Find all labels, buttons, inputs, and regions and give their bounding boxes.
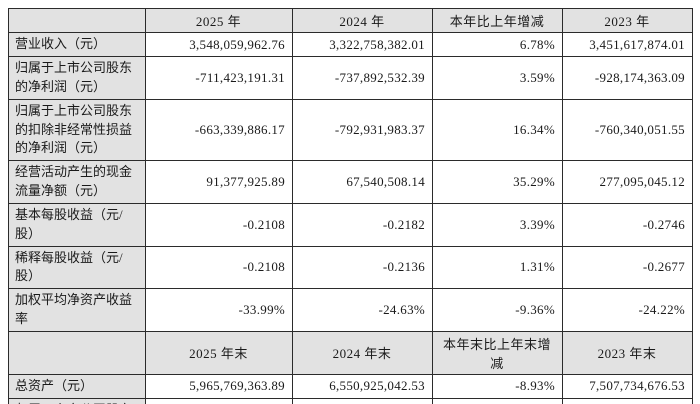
cell-2023: 277,095,045.12 (562, 160, 693, 204)
cell-2024: -0.2182 (292, 202, 433, 247)
cell-2024: -792,931,983.37 (292, 98, 433, 162)
cell-2023: 3,384,706,347.00 (562, 397, 693, 404)
cell-2025: 91,377,925.89 (145, 160, 293, 204)
cell-change: 6.78% (432, 32, 563, 57)
column-header-change: 本年比上年增减 (432, 8, 563, 33)
cell-change: 16.34% (432, 98, 563, 162)
cell-2023: -760,340,051.55 (562, 98, 693, 162)
table-row-basic-eps: 基本每股收益（元/股） -0.2108 -0.2182 3.39% -0.274… (8, 202, 693, 247)
table-row-net-assets: 归属于上市公司股东的净资产（元） 1,713,936,851.25 2,471,… (8, 397, 693, 404)
cell-2025: -663,339,886.17 (145, 98, 293, 162)
cell-2024: -737,892,532.39 (292, 56, 433, 100)
row-label: 归属于上市公司股东的扣除非经常性损益的净利润（元） (8, 98, 146, 162)
table-row-weighted-avg-roe: 加权平均净资产收益率 -33.99% -24.63% -9.36% -24.22… (8, 288, 693, 332)
row-label: 稀释每股收益（元/股） (8, 245, 146, 290)
cell-2023: -24.22% (562, 288, 693, 332)
column-header-2024-end: 2024 年末 (292, 330, 433, 375)
row-label: 加权平均净资产收益率 (8, 288, 146, 332)
table-row-net-profit-excl-nonrecurring: 归属于上市公司股东的扣除非经常性损益的净利润（元） -663,339,886.1… (8, 98, 693, 162)
column-header-change-end: 本年末比上年末增减 (432, 330, 563, 375)
cell-2025: -33.99% (145, 288, 293, 332)
cell-change: -30.66% (432, 397, 563, 404)
row-label: 归属于上市公司股东的净利润（元） (8, 56, 146, 100)
cell-change: 3.39% (432, 202, 563, 247)
row-label: 营业收入（元） (8, 32, 146, 57)
section2-header-row: 2025 年末 2024 年末 本年末比上年末增减 2023 年末 (8, 330, 693, 375)
cell-2025: 3,548,059,962.76 (145, 32, 293, 57)
table-row-diluted-eps: 稀释每股收益（元/股） -0.2108 -0.2136 1.31% -0.267… (8, 245, 693, 290)
cell-2023: 7,507,734,676.53 (562, 373, 693, 399)
row-label: 归属于上市公司股东的净资产（元） (8, 397, 146, 404)
cell-2024: 67,540,508.14 (292, 160, 433, 204)
corner-cell (8, 8, 146, 33)
column-header-2023-end: 2023 年末 (562, 330, 693, 375)
table-row-total-assets: 总资产（元） 5,965,769,363.89 6,550,925,042.53… (8, 373, 693, 399)
cell-2025: -711,423,191.31 (145, 56, 293, 100)
cell-change: -9.36% (432, 288, 563, 332)
cell-2024: 6,550,925,042.53 (292, 373, 433, 399)
column-header-2024: 2024 年 (292, 8, 433, 33)
cell-change: -8.93% (432, 373, 563, 399)
cell-2024: 3,322,758,382.01 (292, 32, 433, 57)
cell-2024: 2,471,664,969.17 (292, 397, 433, 404)
row-label: 基本每股收益（元/股） (8, 202, 146, 247)
table-row-operating-cash-flow: 经营活动产生的现金流量净额（元） 91,377,925.89 67,540,50… (8, 160, 693, 204)
cell-2024: -0.2136 (292, 245, 433, 290)
cell-2023: -928,174,363.09 (562, 56, 693, 100)
financial-summary-table: 2025 年 2024 年 本年比上年增减 2023 年 营业收入（元） 3,5… (8, 8, 693, 404)
cell-change: 1.31% (432, 245, 563, 290)
cell-2025: -0.2108 (145, 245, 293, 290)
cell-2024: -24.63% (292, 288, 433, 332)
cell-change: 35.29% (432, 160, 563, 204)
column-header-2025-end: 2025 年末 (145, 330, 293, 375)
column-header-2023: 2023 年 (562, 8, 693, 33)
cell-2025: -0.2108 (145, 202, 293, 247)
cell-2025: 1,713,936,851.25 (145, 397, 293, 404)
cell-2023: 3,451,617,874.01 (562, 32, 693, 57)
table-row-revenue: 营业收入（元） 3,548,059,962.76 3,322,758,382.0… (8, 32, 693, 57)
cell-2025: 5,965,769,363.89 (145, 373, 293, 399)
column-header-2025: 2025 年 (145, 8, 293, 33)
row-label: 经营活动产生的现金流量净额（元） (8, 160, 146, 204)
corner-cell (8, 330, 146, 375)
row-label: 总资产（元） (8, 373, 146, 399)
cell-2023: -0.2746 (562, 202, 693, 247)
table-row-net-profit: 归属于上市公司股东的净利润（元） -711,423,191.31 -737,89… (8, 56, 693, 100)
cell-2023: -0.2677 (562, 245, 693, 290)
cell-change: 3.59% (432, 56, 563, 100)
section1-header-row: 2025 年 2024 年 本年比上年增减 2023 年 (8, 8, 693, 33)
